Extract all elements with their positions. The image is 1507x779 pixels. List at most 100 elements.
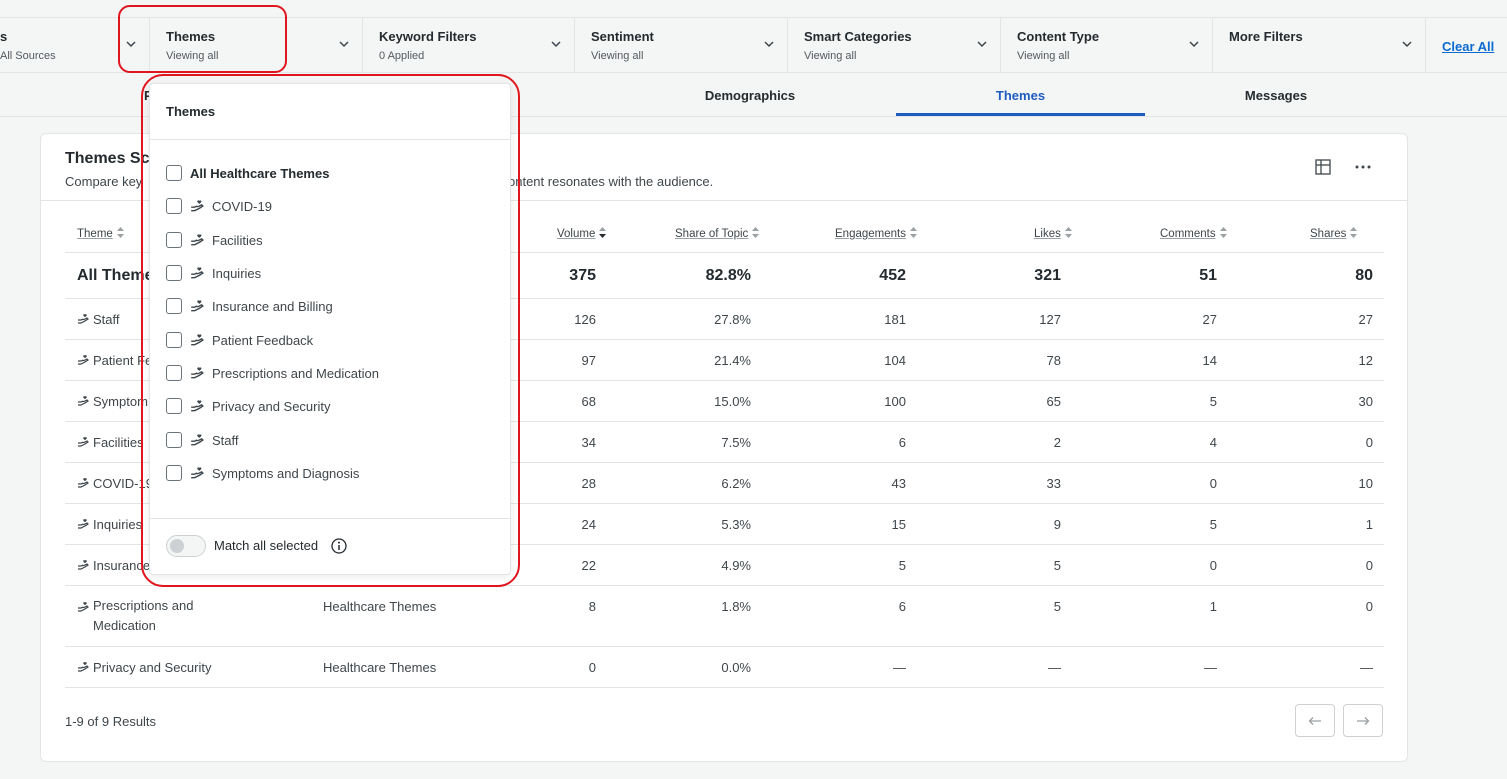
row-engagements: 104 [884,353,906,368]
row-volume: 34 [581,435,596,450]
clear-all-link[interactable]: Clear All [1442,39,1495,54]
row-theme: Privacy and Security [77,660,212,675]
option-theme[interactable]: Privacy and Security [166,396,331,416]
arrow-right-icon [1357,716,1370,725]
option-all-healthcare-themes[interactable]: All Healthcare Themes [166,163,329,183]
option-label: Staff [212,432,239,448]
hand-heart-icon [78,355,89,365]
divider [150,518,510,519]
option-label: Prescriptions and Medication [212,365,379,381]
table-row[interactable]: COVID-19 28 6.2% 43 33 0 10 [65,463,1384,504]
next-page-button[interactable] [1343,704,1383,737]
filter-sources[interactable]: s All Sources [0,18,150,73]
filter-sentiment[interactable]: Sentiment Viewing all [575,18,788,73]
hand-heart-icon [78,437,89,447]
option-label: COVID-19 [212,198,272,214]
checkbox[interactable] [166,332,182,348]
col-comments[interactable]: Comments [1160,227,1227,240]
option-theme[interactable]: Symptoms and Diagnosis [166,463,359,483]
checkbox[interactable] [166,365,182,381]
row-volume: 24 [581,517,596,532]
table-row[interactable]: Inquiries 24 5.3% 15 9 5 1 [65,504,1384,545]
filter-smart-categories[interactable]: Smart Categories Viewing all [788,18,1001,73]
info-icon[interactable] [331,538,347,554]
checkbox[interactable] [166,232,182,248]
filter-keyword-subtitle: 0 Applied [379,50,425,62]
filter-more-title: More Filters [1229,29,1303,44]
filter-sources-subtitle: All Sources [0,50,56,62]
col-engagements[interactable]: Engagements [835,227,917,240]
option-label: Insurance and Billing [212,298,333,314]
option-theme[interactable]: Staff [166,430,239,450]
chevron-down-icon [977,41,987,48]
hand-heart-icon [191,267,204,279]
prev-page-button[interactable] [1295,704,1335,737]
row-comments: 4 [1209,435,1217,450]
option-label: Privacy and Security [212,398,331,414]
checkbox[interactable] [166,398,182,414]
checkbox[interactable] [166,265,182,281]
row-comments: 5 [1209,517,1217,532]
col-volume[interactable]: Volume [557,227,607,240]
table-row[interactable]: Symptom 68 15.0% 100 65 5 30 [65,381,1384,422]
row-likes: 33 [1046,476,1061,491]
option-theme[interactable]: Inquiries [166,263,261,283]
tab-demographics[interactable]: Demographics [640,73,860,116]
row-shares: 27 [1358,312,1373,327]
total-name: All Theme [77,267,154,284]
row-likes: 5 [1053,599,1061,614]
col-theme[interactable]: Theme [77,227,124,240]
table-row[interactable]: Patient Fe 97 21.4% 104 78 14 12 [65,340,1384,381]
row-volume: 0 [588,660,596,675]
checkbox[interactable] [166,165,182,181]
match-all-toggle[interactable] [166,535,206,557]
row-share: 15.0% [714,394,751,409]
card-subtitle: Compare key ontent resonates with the au… [65,174,713,189]
row-theme-label: Insurance [93,558,151,573]
row-volume: 22 [581,558,596,573]
filter-content-type[interactable]: Content Type Viewing all [1001,18,1213,73]
checkbox[interactable] [166,432,182,448]
option-theme[interactable]: COVID-19 [166,196,272,216]
col-shares[interactable]: Shares [1310,227,1358,240]
checkbox[interactable] [166,465,182,481]
row-engagements: 5 [898,558,906,573]
tab-themes[interactable]: Themes [896,73,1145,116]
table-row[interactable]: Privacy and Security Healthcare Themes 0… [65,647,1384,688]
filter-themes[interactable]: Themes Viewing all [150,18,363,73]
row-category: Healthcare Themes [323,599,437,614]
filter-keyword[interactable]: Keyword Filters 0 Applied [363,18,575,73]
option-theme[interactable]: Patient Feedback [166,330,313,350]
filter-more[interactable]: More Filters [1213,18,1426,73]
table-row[interactable]: Facilities 34 7.5% 6 2 4 0 [65,422,1384,463]
row-comments: 5 [1209,394,1217,409]
more-icon[interactable] [1354,158,1372,176]
row-theme: Symptom [77,394,148,409]
row-share: 7.5% [721,435,751,450]
row-comments: — [1204,660,1217,675]
hand-heart-icon [78,662,89,672]
option-theme[interactable]: Prescriptions and Medication [166,363,379,383]
option-theme[interactable]: Insurance and Billing [166,296,333,316]
tab-messages[interactable]: Messages [1166,73,1386,116]
table-row[interactable]: Insurance 22 4.9% 5 5 0 0 [65,545,1384,586]
option-theme[interactable]: Facilities [166,230,263,250]
grid-icon[interactable] [1314,158,1332,176]
row-likes: 2 [1053,435,1061,450]
checkbox[interactable] [166,298,182,314]
hand-heart-icon [191,234,204,246]
table-row[interactable]: Staff 126 27.8% 181 127 27 27 [65,299,1384,340]
row-comments: 0 [1209,558,1217,573]
row-theme-label: Privacy and Security [93,660,212,675]
col-share-of-topic[interactable]: Share of Topic [675,227,760,240]
col-likes[interactable]: Likes [1034,227,1072,240]
arrow-left-icon [1308,716,1321,725]
row-theme: Facilities [77,435,144,450]
row-theme: COVID-19 [77,476,153,491]
row-shares: — [1360,660,1373,675]
row-engagements: 6 [898,599,906,614]
card-subtitle-right: ontent resonates with the audience. [508,174,714,189]
checkbox[interactable] [166,198,182,214]
sort-icon [1219,227,1227,238]
table-row[interactable]: Prescriptions and Medication Healthcare … [65,586,1384,647]
